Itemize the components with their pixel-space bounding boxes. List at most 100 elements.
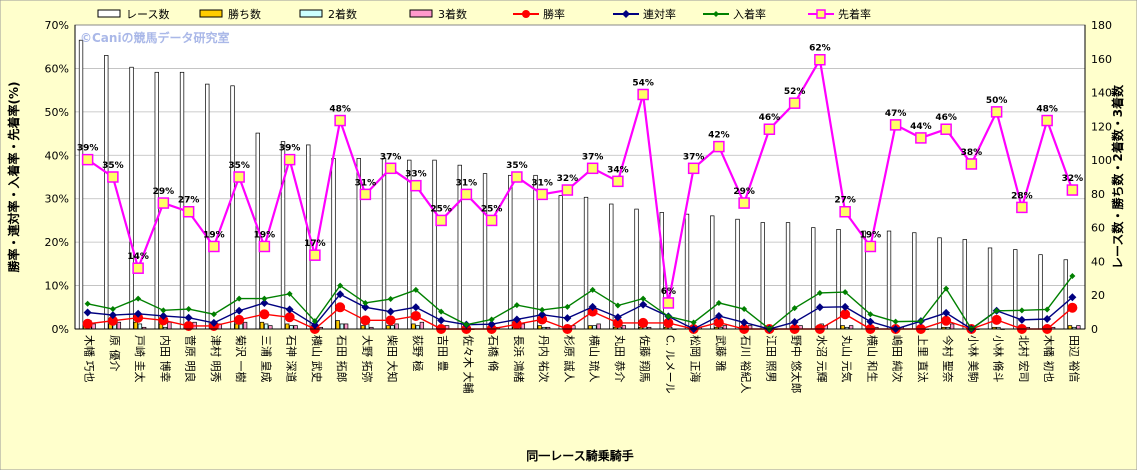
category-label: 津村 明秀 [209, 335, 223, 383]
point-senchaku [586, 162, 599, 175]
point-rentai [841, 302, 850, 311]
point-nyuchaku [842, 289, 849, 296]
point-senchaku [839, 205, 851, 218]
bar-2 [415, 325, 420, 330]
point-nyuchaku [1018, 307, 1025, 314]
bar-0 [735, 218, 740, 330]
legend-label: レース数 [126, 8, 169, 21]
point-win [385, 315, 396, 326]
data-label: 17% [304, 239, 326, 249]
y-right-tick-label: 180 [1091, 19, 1112, 32]
point-senchaku [233, 171, 245, 183]
data-label: 35% [228, 161, 250, 171]
legend: レース数 勝ち数 2着数 3着数 勝率 連対率 入着率 先着率 [97, 7, 871, 21]
legend-marker [713, 11, 719, 17]
point-win [234, 314, 245, 325]
data-label: 38% [961, 148, 983, 158]
point-nyuchaku [362, 299, 369, 306]
point-rentai [512, 315, 521, 324]
bar-0 [230, 85, 235, 330]
point-nyuchaku [337, 282, 344, 289]
point-rentai [1017, 315, 1026, 324]
bar-3 [621, 325, 627, 330]
point-rentai [108, 311, 117, 320]
point-rentai [260, 298, 269, 307]
bar-0 [280, 141, 286, 330]
y-left-tick-label: 60% [45, 62, 69, 75]
category-label: 柴田 大知 [386, 335, 400, 383]
data-label: 19% [254, 230, 276, 240]
data-label: 32% [557, 174, 579, 184]
point-senchaku [1016, 201, 1028, 214]
bar-0 [710, 215, 715, 330]
point-nyuchaku [438, 308, 445, 315]
point-senchaku [511, 171, 523, 183]
point-rentai [83, 308, 92, 317]
data-label: 31% [531, 178, 553, 188]
point-nyuchaku [236, 295, 243, 302]
data-label: 47% [885, 109, 907, 119]
point-senchaku [965, 158, 978, 170]
category-label: 今村 聖奈 [941, 335, 955, 383]
point-nyuchaku [210, 311, 217, 318]
bar-1 [411, 323, 416, 330]
point-rentai [159, 311, 168, 320]
point-senchaku [536, 188, 548, 201]
category-label: 横山 武史 [310, 335, 324, 383]
point-senchaku [1066, 184, 1079, 196]
category-label: 長浜 鴻緒 [512, 335, 526, 383]
point-senchaku [1041, 114, 1053, 127]
legend-label: 2着数 [328, 7, 357, 21]
bar-0 [1063, 259, 1068, 330]
point-rentai [942, 308, 951, 317]
data-label: 27% [834, 196, 856, 206]
point-senchaku [662, 297, 675, 309]
point-win [284, 312, 295, 323]
category-label: 横山 琉人 [588, 335, 602, 383]
data-label: 32% [1062, 174, 1084, 184]
y-left-tick-label: 0% [52, 323, 69, 336]
data-label: 37% [683, 152, 705, 162]
point-win [840, 309, 851, 320]
data-label: 27% [178, 196, 200, 206]
bar-3 [848, 325, 854, 330]
point-rentai [1068, 293, 1077, 302]
category-label: 原 優介 [108, 335, 121, 372]
bar-0 [886, 230, 892, 330]
bar-3 [394, 323, 399, 330]
legend-marker [522, 10, 530, 18]
point-nyuchaku [387, 296, 394, 303]
point-senchaku [157, 197, 170, 209]
watermark: ©Caniの競馬データ研究室 [80, 30, 230, 45]
point-win [991, 314, 1002, 325]
point-senchaku [940, 123, 952, 135]
point-nyuchaku [665, 313, 672, 320]
bar-0 [508, 174, 513, 330]
bar-3 [343, 323, 349, 330]
point-senchaku [713, 140, 725, 153]
category-label: 杉原 誠人 [562, 335, 576, 383]
point-rentai [815, 303, 824, 312]
category-label: 上里 直汰 [916, 335, 930, 383]
bar-2 [264, 323, 269, 330]
point-win [410, 310, 421, 321]
point-senchaku [359, 188, 372, 201]
point-rentai [740, 318, 749, 327]
point-nyuchaku [892, 318, 899, 325]
point-senchaku [637, 88, 649, 101]
data-label: 52% [784, 87, 806, 97]
point-win [1067, 302, 1078, 313]
bar-0 [912, 232, 917, 330]
data-label: 42% [708, 131, 730, 141]
point-rentai [563, 314, 572, 323]
point-senchaku [182, 205, 195, 218]
bar-1 [285, 323, 290, 330]
point-rentai [714, 311, 723, 320]
data-label: 44% [910, 122, 932, 132]
bar-1 [335, 320, 340, 330]
data-label: 29% [153, 187, 175, 197]
bar-3 [722, 325, 728, 330]
point-nyuchaku [993, 307, 1000, 314]
point-rentai [1043, 315, 1052, 324]
legend-label: 勝率 [543, 7, 565, 21]
